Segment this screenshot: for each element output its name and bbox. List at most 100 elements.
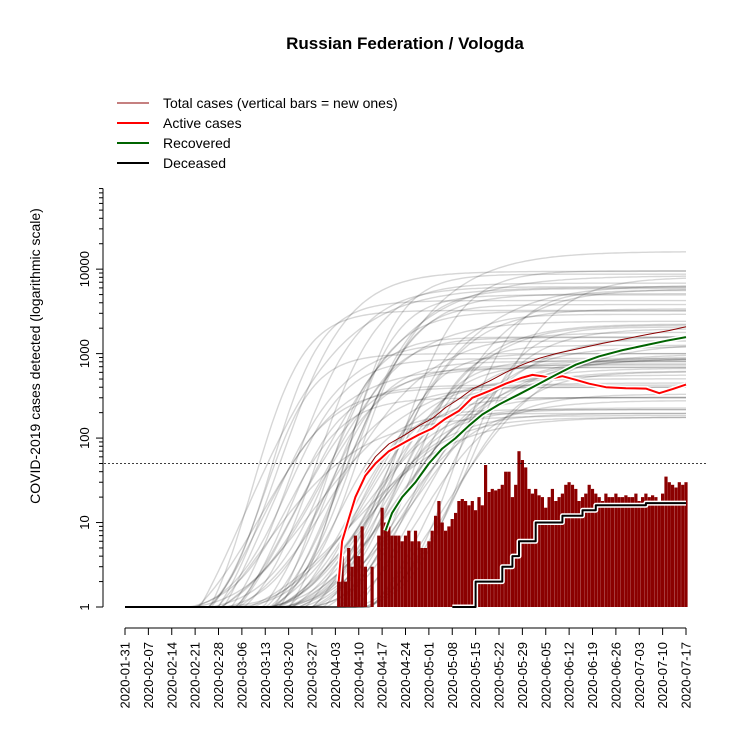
new-cases-bar [661,493,665,607]
new-cases-bar [554,501,558,607]
new-cases-bar [423,548,428,607]
new-cases-bar [637,501,641,607]
new-cases-bar [400,541,404,607]
x-tick-label: 2020-02-28 [211,642,226,709]
new-cases-bar [387,526,391,607]
background-region-line [125,344,686,608]
new-cases-bar [397,535,401,607]
background-region-line [125,285,686,608]
background-region-line [125,357,686,608]
new-cases-bar [497,488,501,607]
new-cases-bar [477,497,481,607]
y-tick-label: 10000 [77,251,92,287]
background-region-line [125,361,686,608]
new-cases-bar [597,497,601,607]
new-cases-bar [360,526,364,607]
x-tick-label: 2020-05-01 [421,642,436,709]
new-cases-bar [467,505,471,607]
new-cases-bar [507,471,511,607]
new-cases-bar [524,467,528,607]
new-cases-bar [671,484,675,607]
new-cases-bar [347,548,351,607]
y-tick-label: 10 [77,515,92,529]
background-region-line [125,335,687,608]
x-tick-label: 2020-04-03 [328,642,343,709]
new-cases-bar [644,493,648,607]
new-cases-bar [527,488,531,607]
x-tick-label: 2020-07-10 [655,642,670,709]
new-cases-bar [590,488,595,607]
new-cases-bar [504,471,508,607]
new-cases-bar [564,484,568,607]
background-region-line [125,359,686,608]
new-cases-bar [454,512,458,607]
background-region-line [125,336,686,608]
new-cases-bar [514,484,518,607]
x-tick-label: 2020-03-13 [258,642,273,709]
new-cases-bar [621,497,625,607]
new-cases-bars [337,451,688,607]
new-cases-bar [574,488,578,607]
new-cases-bar [363,566,367,607]
x-tick-label: 2020-02-14 [164,642,179,709]
background-region-line [125,320,686,608]
background-region-line [125,397,686,608]
x-tick-label: 2020-04-10 [351,642,366,709]
x-tick-label: 2020-02-21 [188,642,203,709]
legend-label: Active cases [163,115,242,131]
new-cases-bar [337,581,341,607]
background-region-line [125,328,687,608]
new-cases-bar [557,497,561,607]
new-cases-bar [651,495,655,607]
background-region-line [125,324,686,608]
background-region-line [125,289,686,608]
y-tick-label: 100 [77,427,92,449]
new-cases-bar [430,530,434,607]
y-axis-label: COVID-2019 cases detected (logarithmic s… [27,208,43,504]
x-tick-label: 2020-03-27 [305,642,320,709]
new-cases-bar [357,556,361,607]
background-region-line [125,286,686,608]
x-tick-label: 2020-05-15 [468,642,483,709]
background-region-line [125,275,686,608]
new-cases-bar [570,484,575,607]
new-cases-bar [510,497,514,607]
background-region-line [125,286,686,608]
new-cases-bar [594,493,598,607]
new-cases-bar [617,497,621,607]
new-cases-bar [383,522,388,607]
legend-label: Deceased [163,155,226,171]
new-cases-bar [540,497,544,607]
x-tick-label: 2020-05-29 [515,642,530,709]
background-region-line [125,363,686,608]
background-region-line [125,414,686,608]
x-tick-label: 2020-02-07 [141,642,156,709]
new-cases-bar [353,535,357,607]
new-cases-bar [580,497,585,607]
new-cases-bar [427,541,431,607]
new-cases-bar [684,482,688,607]
new-cases-bar [607,497,611,607]
new-cases-bar [340,556,344,607]
x-tick-label: 2020-06-12 [562,642,577,709]
background-region-line [125,366,686,608]
new-cases-bar [440,522,444,607]
new-cases-bar [494,490,498,607]
background-region-line [125,358,686,608]
x-tick-label: 2020-01-31 [118,642,133,709]
new-cases-bar [641,497,645,607]
new-cases-bar [567,482,571,607]
new-cases-bar [634,493,638,607]
new-cases-bar [534,488,538,607]
background-region-line [125,360,686,608]
y-tick-label: 1000 [77,339,92,368]
background-region-line [125,294,686,608]
new-cases-bar [600,501,605,607]
background-region-line [125,408,686,608]
new-cases-bar [393,535,398,607]
new-cases-bar [370,566,374,607]
new-cases-bar [484,465,488,607]
new-cases-bar [413,530,418,607]
background-region-line [125,400,686,608]
